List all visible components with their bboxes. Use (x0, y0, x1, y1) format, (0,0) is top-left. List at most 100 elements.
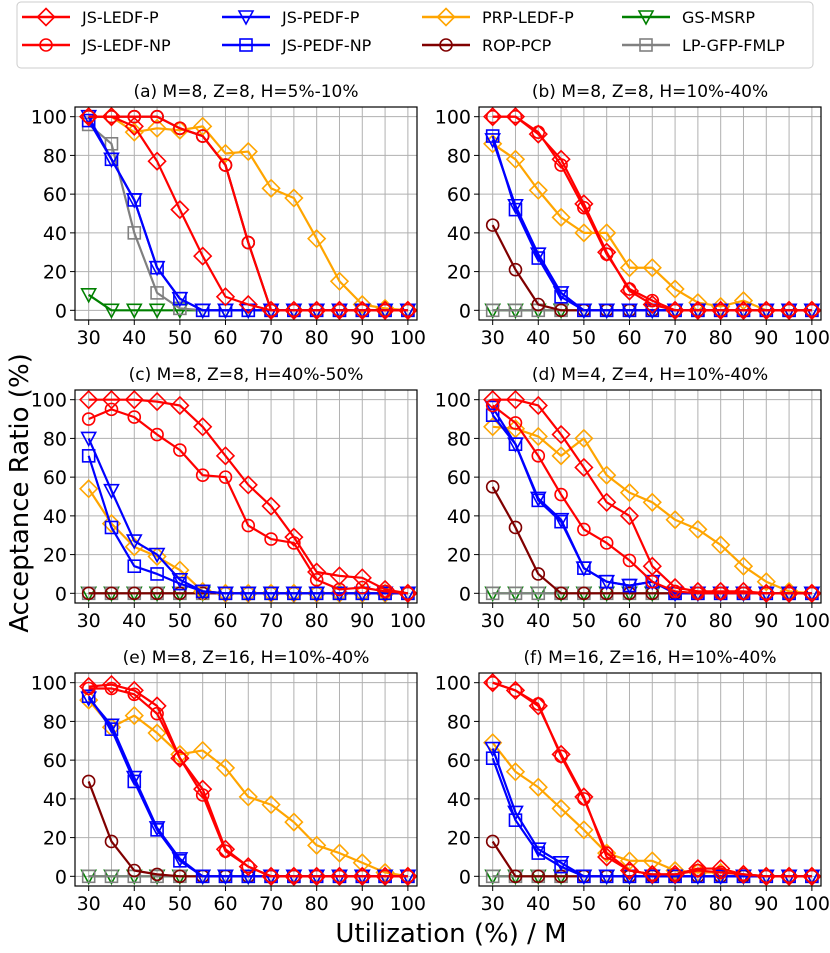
data-point-js-ledf-np (173, 121, 187, 136)
data-point-rop-pcp (508, 520, 523, 535)
data-point-js-ledf-p (284, 300, 304, 320)
data-point-prp-ledf-p (193, 116, 213, 136)
y-tick-label: 60 (43, 184, 67, 206)
data-point-rop-pcp (554, 586, 568, 601)
data-point-rop-pcp (508, 869, 523, 884)
x-tick-label: 30 (481, 610, 505, 632)
data-point-js-ledf-p (802, 866, 822, 886)
x-tick-label: 50 (168, 893, 192, 915)
data-point-js-ledf-p (238, 294, 258, 315)
y-tick-label: 20 (43, 545, 67, 567)
data-point-js-ledf-p (779, 866, 799, 886)
data-point-gs-msrp (148, 303, 166, 320)
data-point-js-ledf-p (307, 866, 327, 886)
data-point-prp-ledf-p (215, 143, 236, 164)
data-point-prp-ledf-p (528, 180, 548, 200)
data-point-prp-ledf-p (551, 207, 571, 228)
legend-entry-js-ledf-p: JS-LEDF-P (22, 7, 159, 27)
data-point-js-ledf-p (352, 568, 372, 588)
data-point-js-ledf-p (101, 390, 122, 410)
data-point-js-pedf-p (103, 718, 120, 734)
x-tick-label: 50 (572, 327, 596, 349)
x-tick-label: 50 (168, 327, 192, 349)
data-point-js-ledf-p (215, 446, 236, 466)
x-tick-label: 60 (213, 327, 237, 349)
data-point-rop-pcp (173, 869, 187, 884)
data-point-js-ledf-p (398, 866, 418, 886)
legend-label-js-pedf-p: JS-PEDF-P (281, 8, 360, 27)
panel-title: (a) M=8, Z=8, H=5%-10% (133, 82, 358, 102)
y-tick-label: 100 (435, 673, 471, 695)
data-point-js-pedf-p (308, 586, 326, 603)
x-tick-label: 70 (259, 610, 283, 632)
y-tick-label: 40 (447, 789, 471, 811)
data-point-js-pedf-p (598, 574, 616, 591)
x-tick-label: 90 (350, 893, 374, 915)
data-point-js-ledf-p (642, 294, 662, 315)
data-point-js-ledf-np (599, 536, 614, 550)
data-point-js-pedf-p (103, 483, 120, 500)
panel-b: 30 40 50 60 70 80 90 100 0 20 40 60 80 100 (b) M=8, Z=… (435, 82, 830, 349)
data-point-js-ledf-p (779, 300, 799, 320)
data-point-js-ledf-p (170, 748, 190, 768)
data-point-js-ledf-p (802, 300, 822, 320)
x-tick-label: 40 (122, 610, 146, 632)
x-tick-label: 30 (481, 893, 505, 915)
data-point-lp-gfp-fmlp (104, 869, 119, 884)
x-tick-label: 80 (305, 893, 329, 915)
legend-label-js-pedf-np: JS-PEDF-NP (281, 36, 372, 55)
y-tick-label: 60 (447, 467, 471, 489)
x-tick-label: 30 (77, 610, 101, 632)
data-point-js-ledf-p (352, 300, 372, 320)
data-point-js-ledf-p (597, 847, 617, 867)
data-point-gs-msrp (80, 288, 98, 304)
series-line-prp-ledf-p (492, 142, 812, 312)
data-point-js-ledf-p (261, 496, 281, 516)
data-point-js-pedf-p (148, 547, 166, 564)
legend-label-lp-gfp-fmlp: LP-GFP-FMLP (682, 36, 785, 55)
data-point-js-ledf-np (195, 468, 210, 483)
data-point-rop-pcp (508, 262, 523, 277)
data-point-prp-ledf-p (505, 149, 526, 169)
y-tick-label: 100 (31, 390, 67, 412)
x-tick-label: 80 (709, 327, 733, 349)
y-tick-label: 0 (55, 583, 67, 605)
data-point-js-ledf-p (574, 457, 594, 478)
data-point-js-pedf-p (194, 869, 212, 886)
x-tick-label: 70 (259, 327, 283, 349)
data-point-prp-ledf-p (284, 812, 304, 832)
panel-title: (e) M=8, Z=16, H=10%-40% (123, 648, 370, 668)
plot-frame (74, 106, 418, 321)
data-point-rop-pcp (485, 480, 500, 494)
x-tick-label: 60 (213, 893, 237, 915)
data-point-js-ledf-p (688, 300, 708, 320)
data-point-js-ledf-p (483, 107, 503, 127)
legend-entry-js-pedf-p: JS-PEDF-P (222, 8, 360, 27)
series-js-ledf-p (483, 390, 822, 603)
data-point-prp-ledf-p (574, 820, 594, 840)
data-point-js-ledf-np (508, 683, 523, 698)
data-point-js-ledf-np (127, 410, 142, 424)
data-point-js-pedf-p (239, 586, 257, 603)
data-point-js-pedf-p (598, 303, 616, 320)
data-point-js-ledf-p (551, 424, 571, 445)
data-point-js-ledf-p (307, 300, 327, 320)
data-point-js-ledf-np (577, 522, 591, 537)
data-point-lp-gfp-fmlp (531, 586, 546, 601)
data-point-lp-gfp-fmlp (485, 586, 500, 601)
data-point-js-pedf-p (171, 852, 189, 868)
data-point-prp-ledf-p (574, 223, 594, 243)
panel-c: 30 40 50 60 70 80 90 100 0 20 40 60 80 100 (c) M=8, Z=… (31, 365, 426, 632)
data-point-lp-gfp-fmlp (150, 286, 164, 300)
data-point-js-ledf-p (597, 492, 617, 512)
data-point-js-pedf-p (171, 291, 189, 308)
panel-e: 30 40 50 60 70 80 90 100 0 20 40 60 80 100 (e) M=8, Z=… (31, 648, 426, 915)
data-point-prp-ledf-p (619, 258, 640, 278)
y-tick-label: 0 (459, 300, 471, 322)
data-point-lp-gfp-fmlp (173, 301, 187, 316)
data-point-js-ledf-p (238, 857, 258, 877)
data-point-js-pedf-p (552, 855, 570, 872)
data-point-rop-pcp (150, 586, 164, 601)
data-point-js-ledf-p (375, 866, 395, 886)
data-point-js-ledf-p (352, 866, 372, 886)
